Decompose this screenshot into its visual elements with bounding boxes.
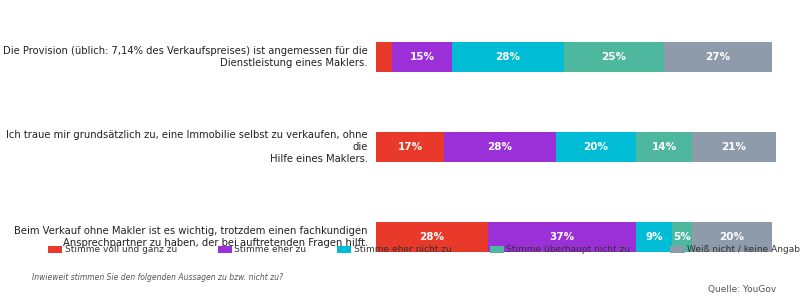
Text: 5%: 5% [673, 232, 691, 242]
Text: 20%: 20% [583, 142, 609, 152]
Bar [692, 132, 776, 162]
Text: Stimme eher nicht zu: Stimme eher nicht zu [354, 245, 451, 254]
Text: 20%: 20% [719, 232, 745, 242]
Bar [556, 132, 636, 162]
Bar [392, 42, 452, 72]
Text: 37%: 37% [550, 232, 574, 242]
Bar [376, 222, 488, 252]
Text: 28%: 28% [487, 142, 513, 152]
Text: Stimme überhaupt nicht zu: Stimme überhaupt nicht zu [506, 245, 630, 254]
Bar [664, 42, 772, 72]
Text: Stimme voll und ganz zu: Stimme voll und ganz zu [65, 245, 177, 254]
Bar [692, 222, 772, 252]
Text: 21%: 21% [722, 142, 746, 152]
Text: 28%: 28% [495, 52, 521, 62]
Bar [376, 42, 392, 72]
Bar [564, 42, 664, 72]
Text: 25%: 25% [602, 52, 626, 62]
Bar [672, 222, 692, 252]
Text: 27%: 27% [706, 52, 730, 62]
Bar [444, 132, 556, 162]
Text: Beim Verkauf ohne Makler ist es wichtig, trotzdem einen fachkundigen
Ansprechpar: Beim Verkauf ohne Makler ist es wichtig,… [14, 226, 368, 248]
Bar [636, 222, 672, 252]
Bar [376, 132, 444, 162]
Text: Stimme eher zu: Stimme eher zu [234, 245, 306, 254]
Text: Quelle: YouGov: Quelle: YouGov [708, 285, 776, 294]
Text: 17%: 17% [398, 142, 422, 152]
Bar [452, 42, 564, 72]
Text: 15%: 15% [410, 52, 434, 62]
Text: Ich traue mir grundsätzlich zu, eine Immobilie selbst zu verkaufen, ohne die
Hil: Ich traue mir grundsätzlich zu, eine Imm… [6, 130, 368, 164]
Text: Inwieweit stimmen Sie den folgenden Aussagen zu bzw. nicht zu?: Inwieweit stimmen Sie den folgenden Auss… [32, 273, 283, 282]
Text: Die Provision (üblich: 7,14% des Verkaufspreises) ist angemessen für die
Dienstl: Die Provision (üblich: 7,14% des Verkauf… [3, 46, 368, 68]
Bar [488, 222, 636, 252]
Text: 9%: 9% [645, 232, 663, 242]
Text: Weiß nicht / keine Angabe: Weiß nicht / keine Angabe [687, 245, 800, 254]
Text: 14%: 14% [651, 142, 677, 152]
Text: 28%: 28% [419, 232, 445, 242]
Bar [636, 132, 692, 162]
